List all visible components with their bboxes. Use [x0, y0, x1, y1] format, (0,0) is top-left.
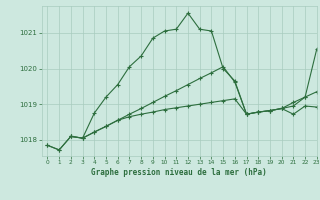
X-axis label: Graphe pression niveau de la mer (hPa): Graphe pression niveau de la mer (hPa)	[91, 168, 267, 177]
